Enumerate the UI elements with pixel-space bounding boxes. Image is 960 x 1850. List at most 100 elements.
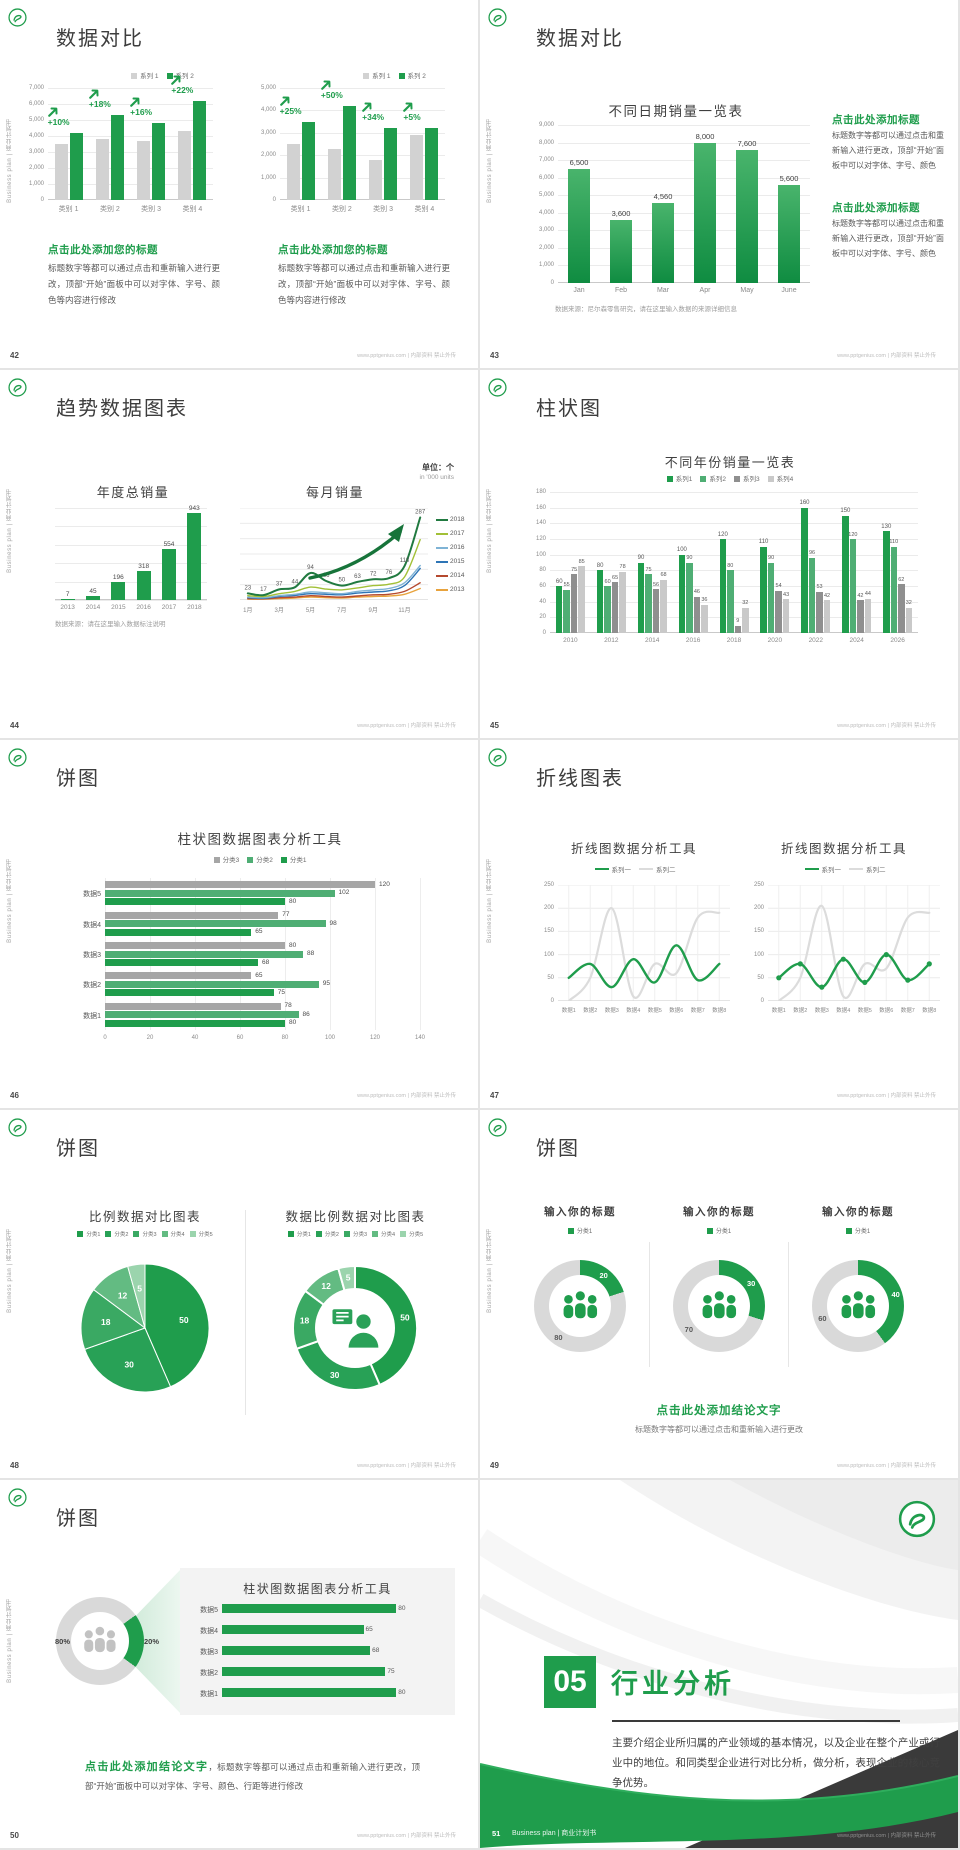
bar-value-label: 68 <box>660 572 667 579</box>
x-tick: 数据4 <box>836 1008 851 1014</box>
slide-49: Business plan | 商业计划书 饼图 点击此处添加结论文字 标题数字… <box>480 1110 958 1478</box>
svg-text:76: 76 <box>385 570 392 576</box>
x-category-label: 2010 <box>563 637 578 644</box>
section-number: 05 <box>544 1656 596 1708</box>
page-number: 42 <box>10 351 19 360</box>
bar-value-label: 46 <box>693 589 700 596</box>
y-tick: 100 <box>753 951 764 958</box>
legend-swatch <box>213 856 220 863</box>
people-icon <box>79 1620 121 1662</box>
bar <box>563 589 570 633</box>
y-tick: 150 <box>543 928 554 935</box>
bar <box>823 600 831 633</box>
bar-value-label: 60 <box>555 578 563 585</box>
y-tick: 2,000 <box>260 152 276 159</box>
category-label: 数据4 <box>83 921 101 929</box>
legend-item: 系列一 <box>594 864 631 874</box>
bar-value-label: 6,500 <box>569 158 589 168</box>
x-category-label: 2018 <box>187 604 202 611</box>
section-title: 行业分析 <box>611 1669 735 1699</box>
sidebar-vertical-text: Business plan | 商业计划书 <box>7 488 13 573</box>
bar-value-label: 62 <box>898 576 905 583</box>
bar-value-label: 90 <box>768 555 775 561</box>
chart-legend: 分类3 分类2 分类1 <box>150 854 370 864</box>
bar-value-label: 65 <box>255 928 263 936</box>
bar-value-label: 160 <box>799 500 810 507</box>
chart-title: 数据比例数据对比图表 <box>285 1210 426 1224</box>
legend-swatch <box>247 856 254 863</box>
text-block-body: 标题数字等都可以通过点击和重新输入进行更改，顶部“开始”面板中可以对字体、字号、… <box>48 263 220 306</box>
unit-label: 单位：个 <box>422 463 454 472</box>
slide-48: Business plan | 商业计划书 饼图 48 www.pptgeniu… <box>0 1110 478 1478</box>
bar <box>701 604 708 633</box>
chart-title: 不同年份销量一览表 <box>664 455 796 470</box>
bar <box>105 942 285 949</box>
bar <box>105 950 303 958</box>
bar <box>425 128 439 200</box>
x-tick: 9月 <box>368 608 378 614</box>
slide-title: 饼图 <box>56 768 100 790</box>
footer-site-text: www.pptgenius.com | 内部资料 禁止外传 <box>837 723 936 729</box>
x-tick: 140 <box>414 1035 425 1041</box>
footer-site-text: www.pptgenius.com | 内部资料 禁止外传 <box>357 1463 456 1469</box>
sidebar-vertical-text: Business plan | 商业计划书 <box>487 118 493 203</box>
legend-item: 2014 <box>450 572 465 579</box>
bar-value-label: 7 <box>65 591 70 598</box>
legend-swatch <box>436 533 448 536</box>
x-category-label: 2013 <box>60 604 75 611</box>
slide-45: Business plan | 商业计划书 柱状图 45 www.pptgeni… <box>480 370 958 738</box>
column-title: 输入你的标题 <box>683 1206 755 1218</box>
legend-item: 分类2 <box>315 1230 339 1238</box>
slide-title: 数据对比 <box>536 28 624 50</box>
x-tick: 5月 <box>305 608 316 614</box>
divider <box>788 1242 789 1367</box>
legend-swatch <box>436 547 448 550</box>
legend-swatch <box>639 867 653 870</box>
svg-text:5: 5 <box>137 1284 142 1294</box>
bar-value-label: 80 <box>289 1019 297 1027</box>
chart-legend: 系列1 系列2 系列3 系列4 <box>600 473 860 483</box>
bar <box>736 149 758 283</box>
page-number: 49 <box>490 1461 499 1470</box>
bar-value-label: 68 <box>372 1647 380 1654</box>
donut-chart <box>812 1260 904 1352</box>
bar-value-label: 60 <box>604 578 611 585</box>
legend-swatch <box>567 1227 574 1234</box>
slide-title: 折线图表 <box>536 768 624 790</box>
legend-swatch <box>436 561 448 564</box>
y-tick: 4,000 <box>260 107 276 114</box>
y-tick: 0 <box>760 998 764 1004</box>
bar <box>95 139 109 200</box>
category-label: 数据2 <box>200 1670 218 1677</box>
bar <box>678 554 686 633</box>
bar-value-label: 36 <box>701 597 708 604</box>
legend-swatch <box>436 519 448 522</box>
trend-arrow-icon <box>308 524 404 580</box>
legend-item: 分类1 <box>280 854 306 864</box>
legend-swatch <box>287 1230 294 1237</box>
sidebar-vertical-text: Business plan | 商业计划书 <box>487 858 493 943</box>
bar <box>619 571 626 633</box>
bar <box>222 1625 364 1634</box>
x-tick: 数据8 <box>922 1008 937 1014</box>
bar <box>693 597 701 633</box>
x-tick: 7月 <box>337 608 347 614</box>
bar <box>767 562 775 633</box>
x-category-label: 类别 2 <box>99 206 120 213</box>
footer-site-text: www.pptgenius.com | 内部资料 禁止外传 <box>357 1833 456 1839</box>
bar <box>222 1646 371 1655</box>
legend-item: 2018 <box>450 516 465 523</box>
legend-item: 系列2 <box>700 473 726 483</box>
bar <box>645 574 652 633</box>
bar <box>611 582 619 633</box>
x-category-label: 2020 <box>767 637 783 644</box>
bar <box>162 549 176 600</box>
bar-value-label: 4,560 <box>653 192 673 202</box>
bar-chart-plot: +10% +18% +16% +22% <box>48 75 213 200</box>
legend-item: 系列 1 <box>363 70 391 80</box>
bar <box>105 920 326 928</box>
category-label: 数据2 <box>83 982 101 990</box>
bar-chart-plot: 60 55 75 85 80 60 65 78 90 75 56 68 100 90 46 36 120 80 9 3… <box>550 492 918 633</box>
y-tick: 180 <box>535 489 546 495</box>
bar-value-label: 65 <box>365 1626 373 1633</box>
